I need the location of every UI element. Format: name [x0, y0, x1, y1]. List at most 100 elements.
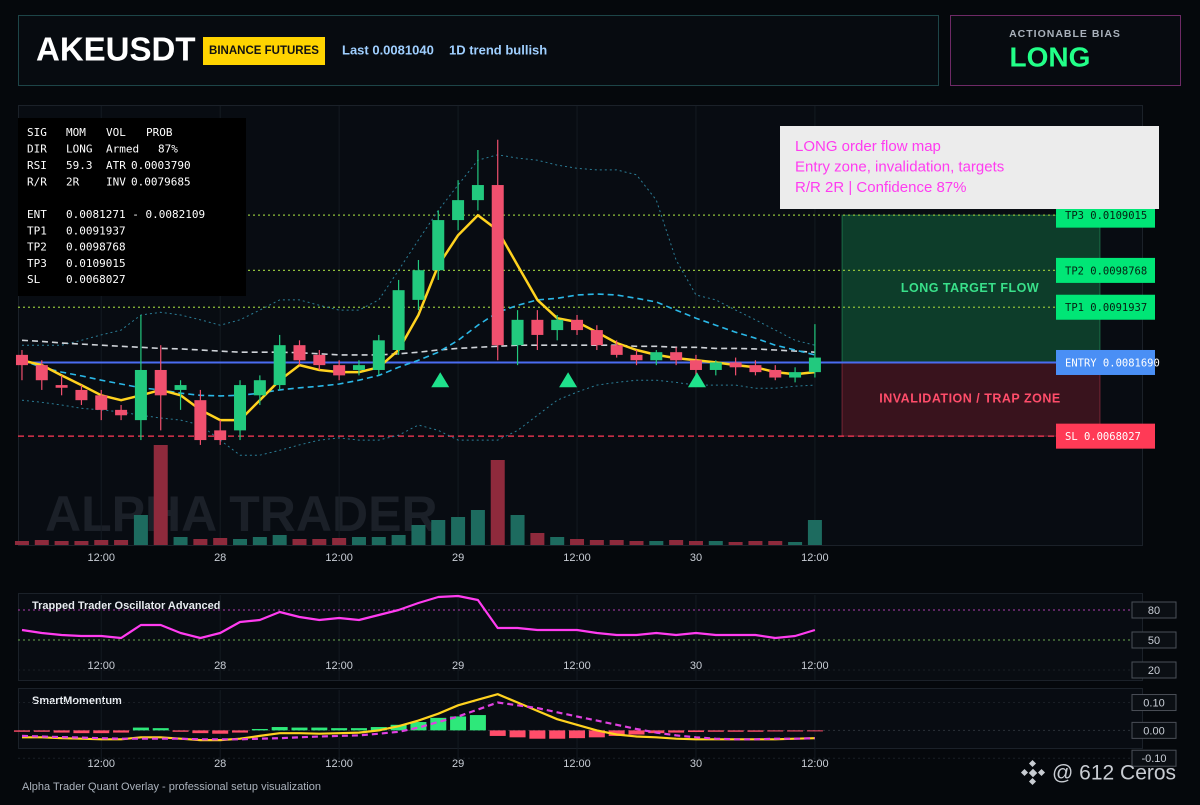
- momentum-bar: [569, 730, 586, 739]
- momentum-bar: [707, 730, 724, 732]
- x-tick-label: 12:00: [801, 660, 829, 672]
- candle-body: [372, 340, 385, 370]
- y-tick-label: 50: [1148, 635, 1160, 647]
- candle-body: [571, 319, 584, 331]
- momentum-bar: [767, 730, 784, 732]
- candle-body: [55, 385, 68, 388]
- y-tick-label: 20: [1148, 665, 1160, 677]
- stats-cell: TP3: [27, 257, 47, 270]
- overlay-line: [21, 213, 816, 422]
- stats-cell: 87%: [158, 143, 178, 156]
- candle-body: [95, 395, 108, 410]
- y-tick-box: [1131, 661, 1177, 679]
- stats-cell: R/R: [27, 176, 47, 189]
- candle-body: [313, 354, 326, 366]
- volume-bar: [233, 539, 248, 545]
- candle-body: [154, 369, 167, 396]
- stats-cell: 0.0081271 - 0.0082109: [66, 208, 205, 221]
- y-tick-box: [1131, 694, 1177, 712]
- volume-bar: [34, 540, 49, 545]
- x-tick-label: 12:00: [563, 758, 591, 770]
- momentum-bar: [172, 730, 189, 732]
- candle-body: [531, 319, 544, 335]
- volume-bar: [788, 542, 803, 545]
- stats-cell: ATR: [106, 159, 126, 172]
- level-label: TP2 0.0098768: [1065, 265, 1147, 277]
- stats-cell: 59.3: [66, 159, 93, 172]
- x-tick-label: 12:00: [801, 552, 829, 564]
- stats-cell: 0.0091937: [66, 224, 126, 237]
- volume-bar: [332, 538, 347, 545]
- momentum-bar: [390, 724, 407, 731]
- candle-body: [471, 185, 484, 201]
- level-tag: [1056, 349, 1155, 375]
- stats-cell: TP2: [27, 241, 47, 254]
- momentum-bar: [113, 730, 130, 733]
- volume-bar: [431, 520, 446, 545]
- zone-label: LONG TARGET FLOW: [901, 281, 1039, 295]
- stats-cell: Armed: [106, 143, 139, 156]
- x-tick-label: 12:00: [563, 552, 591, 564]
- candle-body: [392, 290, 405, 351]
- volume-bar: [807, 520, 822, 545]
- buy-signal: [687, 372, 706, 388]
- momentum-bar: [93, 730, 110, 734]
- momentum-bar: [232, 730, 249, 733]
- momentum-bar: [311, 727, 328, 731]
- candle-body: [273, 345, 286, 386]
- candle-body: [590, 330, 603, 346]
- stats-cell: VOL: [106, 126, 126, 139]
- x-tick-label: 30: [690, 758, 702, 770]
- stats-cell: PROB: [146, 126, 173, 139]
- volume-bar: [768, 541, 783, 545]
- x-tick-label: 12:00: [87, 552, 115, 564]
- volume-bar: [213, 538, 228, 545]
- panel-title: Trapped Trader Oscillator Advanced: [32, 600, 221, 612]
- stats-cell: 0.0109015: [66, 257, 126, 270]
- stats-cell: SL: [27, 273, 41, 286]
- x-tick-label: 28: [214, 758, 226, 770]
- exchange-badge: [203, 37, 325, 65]
- candle-body: [709, 362, 722, 370]
- candle-body: [610, 345, 623, 355]
- volume-bar: [371, 537, 386, 545]
- candle-body: [808, 357, 821, 373]
- y-tick-label: 0.10: [1143, 697, 1164, 709]
- volume-bar: [351, 537, 366, 545]
- volume-bar: [272, 535, 287, 545]
- candle-body: [630, 354, 643, 361]
- volume-bar: [728, 542, 743, 545]
- momentum-bar: [529, 730, 546, 739]
- candle-body: [115, 409, 128, 416]
- stats-cell: SIG: [27, 126, 47, 139]
- candle-body: [789, 372, 802, 378]
- momentum-bar: [370, 727, 387, 731]
- series-line: [21, 594, 816, 640]
- momentum-bar: [787, 730, 804, 732]
- annotation-line: R/R 2R | Confidence 87%: [795, 179, 966, 196]
- momentum-bar: [747, 730, 764, 732]
- volume-bar: [14, 541, 29, 545]
- volume-bar: [292, 539, 307, 545]
- volume-bar: [451, 517, 466, 545]
- momentum-bar: [687, 730, 704, 733]
- candle-body: [253, 380, 266, 396]
- volume-bar: [629, 541, 644, 545]
- annotation-line: Entry zone, invalidation, targets: [795, 158, 1004, 175]
- volume-bar: [530, 533, 545, 545]
- volume-bar: [649, 541, 664, 545]
- momentum-bar: [271, 727, 288, 731]
- candle-body: [214, 430, 227, 441]
- header-panel: [18, 15, 939, 86]
- candle-body: [35, 365, 48, 381]
- volume-bar: [589, 540, 604, 545]
- candle-body: [511, 319, 524, 346]
- momentum-bar: [469, 715, 486, 731]
- buy-signal: [431, 372, 450, 388]
- stats-cell: DIR: [27, 143, 47, 156]
- momentum-bar: [251, 728, 268, 731]
- y-tick-box: [1131, 631, 1177, 649]
- momentum-bar: [489, 730, 506, 736]
- volume-bar: [133, 515, 148, 545]
- buy-signal: [559, 372, 578, 388]
